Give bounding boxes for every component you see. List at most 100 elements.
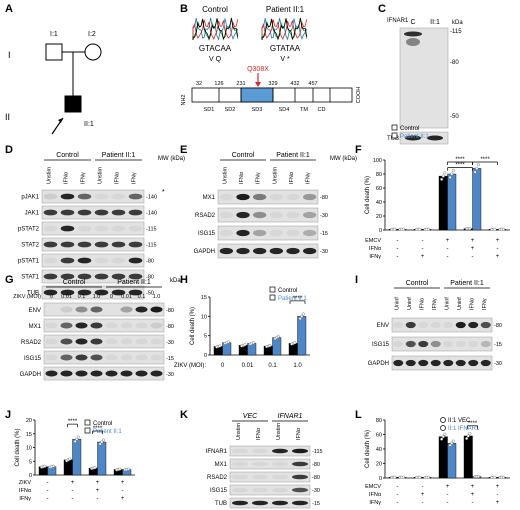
data-point — [268, 344, 272, 348]
panel-letter: D — [5, 144, 13, 156]
blot-strip — [229, 471, 311, 483]
blot-band — [252, 193, 267, 201]
blot-band — [90, 354, 103, 361]
blot-band — [120, 370, 133, 377]
condition-sign: + — [71, 480, 75, 486]
residue-position: 457 — [308, 81, 317, 87]
blot-band — [480, 340, 491, 348]
blot-strip — [41, 269, 145, 284]
mw-marker: -15 — [166, 356, 174, 362]
condition-sign: + — [471, 238, 475, 244]
legend-label: Patient II:1 — [278, 296, 307, 302]
blot-band — [128, 241, 143, 248]
blot-band — [404, 31, 422, 37]
data-point — [450, 172, 454, 176]
blot-band — [393, 340, 404, 348]
lane-label: IFNα — [239, 171, 245, 184]
blot-strip — [391, 317, 493, 333]
blot-band — [111, 193, 126, 200]
protein-label: ISG15 — [210, 488, 228, 494]
significance-label: **** — [93, 426, 103, 432]
condition-label: ZIKV — [19, 480, 32, 486]
data-point — [75, 437, 79, 441]
group-label: Patient II:1 — [117, 279, 151, 286]
condition-sign: + — [471, 484, 475, 490]
blot-band — [94, 193, 109, 200]
mw-marker: -50 — [146, 291, 154, 297]
condition-sign: - — [422, 484, 424, 490]
data-point — [468, 431, 472, 435]
data-point — [451, 169, 455, 173]
y-tick-label: 5 — [29, 459, 32, 465]
y-tick-label: 100 — [373, 158, 382, 164]
condition-sign: - — [447, 246, 449, 252]
blot-band — [128, 273, 143, 280]
blot-band — [468, 359, 479, 367]
lane-label: IFNγ — [81, 172, 87, 184]
data-point — [501, 227, 505, 231]
significance-label: **** — [468, 421, 478, 427]
condition-sign: + — [96, 480, 100, 486]
blot-band — [77, 225, 92, 232]
blot-band — [303, 229, 317, 237]
blot-band — [286, 247, 300, 255]
condition-sign: - — [447, 500, 449, 506]
condition-sign: + — [471, 246, 475, 252]
blot-band — [480, 321, 491, 329]
domain-label: TM — [300, 107, 308, 113]
pedigree-affected-male — [64, 95, 82, 113]
group-label: VEC — [243, 413, 258, 420]
blot-band — [77, 209, 92, 216]
y-tick-label: 40 — [376, 200, 382, 206]
data-point — [98, 442, 102, 446]
condition-label: IFNα — [369, 246, 382, 252]
mw-marker: -30 — [312, 488, 320, 494]
bar — [472, 168, 482, 231]
data-point — [293, 341, 297, 345]
blot-band — [77, 273, 92, 280]
panel-j: J 0 5 10 15 20 Cell death (%) Control Patient II… — [5, 409, 135, 502]
significance-label: **** — [455, 163, 465, 169]
blot-strip — [41, 221, 145, 236]
label: -80 — [450, 60, 459, 66]
condition-label: IFNγ — [19, 496, 31, 502]
lane-label: Unstim — [98, 166, 104, 184]
blot-band — [111, 273, 126, 280]
blot-band — [430, 340, 441, 348]
mw-marker: -115 — [312, 449, 323, 455]
proband-arrow-head — [58, 118, 63, 123]
legend-marker — [84, 427, 91, 434]
domain-sd3 — [240, 87, 274, 103]
data-point — [441, 435, 445, 439]
lane-label: IFNα — [256, 427, 262, 440]
residue-position: 231 — [236, 81, 245, 87]
blot-band — [135, 306, 148, 313]
group-label: Control — [232, 152, 255, 159]
data-point — [440, 177, 444, 181]
condition-sign: + — [121, 480, 125, 486]
data-point — [401, 475, 405, 479]
condition-sign: + — [471, 492, 475, 498]
blot-band — [252, 247, 267, 255]
lane-label: IFNα — [64, 171, 70, 184]
sequence-control: GTACAA — [199, 44, 232, 53]
data-point — [218, 344, 222, 348]
panel-l: L 0 20 40 60 80 Cell death (%) II:1 VEC II:1 IFN… — [355, 409, 510, 506]
blot-band — [135, 354, 148, 361]
lane-label: IFNγ — [132, 172, 138, 184]
data-point — [466, 434, 470, 438]
blot-band — [272, 487, 288, 493]
data-point — [476, 474, 480, 478]
significance-label: **** — [480, 157, 490, 163]
mw-title: MW (kDa) — [158, 156, 185, 162]
blot-band — [60, 306, 73, 313]
condition-sign: + — [496, 484, 500, 490]
blot-strip — [41, 237, 145, 252]
panel-letter: K — [180, 409, 188, 421]
pedigree-female — [84, 43, 102, 61]
y-tick-label: 80 — [376, 172, 382, 178]
panel-letter: A — [5, 3, 13, 15]
data-point — [51, 464, 55, 468]
blot-band — [60, 338, 73, 345]
label: Control — [202, 5, 228, 14]
